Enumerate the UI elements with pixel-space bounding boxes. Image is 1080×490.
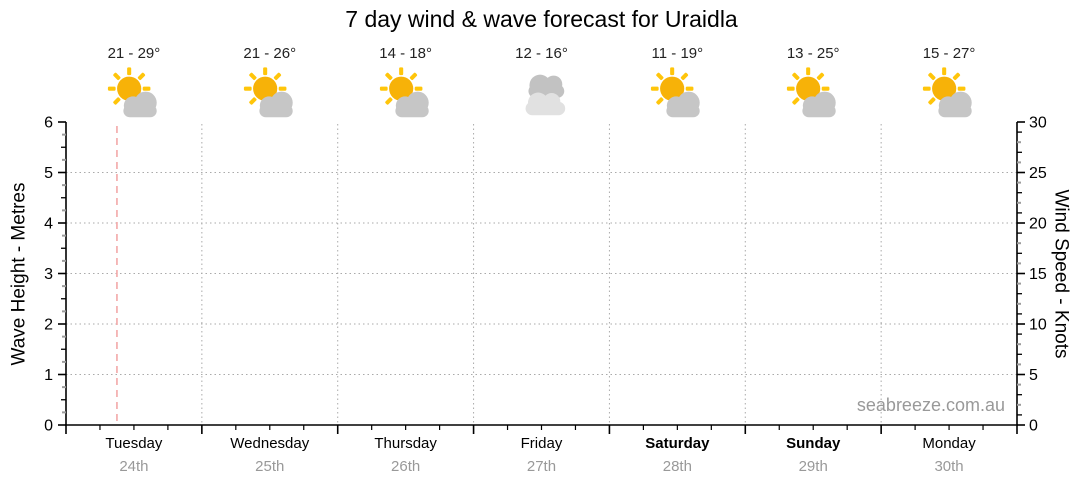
svg-text:20: 20 [1029, 216, 1047, 233]
day-date-label: 28th [662, 458, 692, 475]
weather-icon-partly-cloudy [920, 65, 978, 123]
weather-icon-partly-cloudy [784, 65, 842, 123]
svg-text:30: 30 [1029, 115, 1047, 132]
left-axis-title: Wave Height - Metres [8, 182, 30, 366]
temp-range-label: 21 - 29° [107, 45, 161, 62]
day-name-label: Wednesday [230, 435, 310, 452]
day-date-label: 24th [119, 458, 149, 475]
temp-range-label: 13 - 25° [786, 45, 840, 62]
temp-range-label: 14 - 18° [379, 45, 432, 62]
weather-icon-partly-cloudy [377, 65, 435, 123]
left-axis: 0 1 2 3 4 5 6 [44, 115, 66, 435]
weather-icon-partly-cloudy [105, 65, 163, 123]
axis-frame [65, 122, 1018, 426]
gridlines [66, 124, 1017, 425]
svg-text:5: 5 [1029, 367, 1038, 384]
day-name-label: Thursday [374, 435, 437, 452]
page-title: 7 day wind & wave forecast for Uraidla [345, 6, 738, 32]
temp-range-label: 12 - 16° [515, 45, 568, 62]
temp-range-label: 11 - 19° [651, 45, 704, 62]
svg-text:10: 10 [1029, 317, 1047, 334]
svg-text:3: 3 [44, 266, 53, 283]
day-name-label: Monday [922, 435, 976, 452]
weather-icon-cloudy [513, 65, 571, 123]
svg-text:6: 6 [44, 115, 53, 132]
day-name-label: Friday [520, 435, 563, 452]
watermark-text: seabreeze.com.au [856, 395, 1005, 415]
x-axis [65, 425, 1018, 434]
right-axis: 0 5 10 15 20 25 30 [1017, 115, 1047, 435]
weather-icon-partly-cloudy [241, 65, 299, 123]
day-date-label: 30th [934, 458, 964, 475]
svg-text:25: 25 [1029, 165, 1047, 182]
svg-text:0: 0 [1029, 418, 1038, 435]
weather-icon-partly-cloudy [648, 65, 706, 123]
svg-text:0: 0 [44, 418, 53, 435]
day-date-label: 26th [391, 458, 421, 475]
temp-range-label: 21 - 26° [243, 45, 297, 62]
day-name-label: Tuesday [105, 435, 163, 452]
day-name-label: Saturday [645, 435, 710, 452]
day-date-label: 29th [798, 458, 828, 475]
day-name-label: Sunday [786, 435, 841, 452]
svg-text:4: 4 [44, 216, 53, 233]
right-axis-title: Wind Speed - Knots [1050, 189, 1072, 359]
svg-text:1: 1 [44, 367, 53, 384]
day-date-label: 27th [526, 458, 557, 475]
day-date-label: 25th [255, 458, 285, 475]
temp-range-label: 15 - 27° [922, 45, 976, 62]
svg-text:5: 5 [44, 165, 53, 182]
svg-text:2: 2 [44, 317, 53, 334]
svg-text:15: 15 [1029, 266, 1047, 283]
